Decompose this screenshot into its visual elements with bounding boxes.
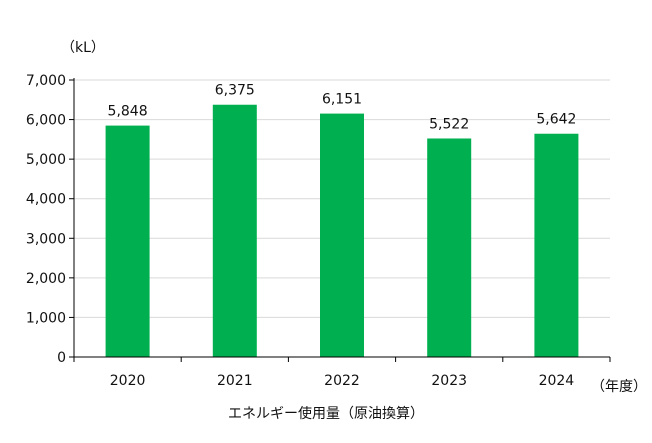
x-tick-label-2021: 2021 bbox=[217, 373, 253, 389]
axes bbox=[69, 78, 611, 362]
data-label-2020: 5,848 bbox=[108, 104, 148, 120]
bar-2020 bbox=[105, 125, 150, 357]
x-tick-label-2023: 2023 bbox=[431, 373, 467, 389]
bar-2022 bbox=[320, 113, 364, 357]
y-tick-label-7000: 7,000 bbox=[26, 73, 66, 89]
y-axis-unit-label: （kL） bbox=[61, 40, 105, 56]
y-tick-label-5000: 5,000 bbox=[26, 152, 66, 168]
bar-2023 bbox=[427, 138, 472, 357]
x-tick-label-2024: 2024 bbox=[539, 373, 575, 389]
data-label-2022: 6,151 bbox=[322, 92, 362, 108]
bar-2024 bbox=[534, 133, 579, 357]
chart-caption: エネルギー使用量（原油換算） bbox=[228, 405, 424, 422]
y-tick-label-4000: 4,000 bbox=[26, 192, 66, 208]
data-label-2024: 5,642 bbox=[536, 112, 576, 128]
labels: 0 1,000 2,000 3,000 4,000 5,000 6,000 7,000 5,84… bbox=[26, 73, 577, 389]
y-tick-label-1000: 1,000 bbox=[26, 310, 66, 326]
y-tick-label-3000: 3,000 bbox=[26, 231, 66, 247]
y-tick-label-6000: 6,000 bbox=[26, 113, 66, 129]
x-axis-unit-label: （年度） bbox=[591, 379, 647, 395]
bar-2021 bbox=[212, 104, 257, 357]
data-label-2021: 6,375 bbox=[215, 83, 255, 99]
y-tick-label-2000: 2,000 bbox=[26, 271, 66, 287]
data-label-2023: 5,522 bbox=[429, 116, 469, 132]
bars bbox=[105, 104, 579, 357]
y-tick-label-0: 0 bbox=[57, 350, 66, 366]
x-tick-label-2022: 2022 bbox=[324, 373, 360, 389]
x-tick-label-2020: 2020 bbox=[110, 373, 146, 389]
